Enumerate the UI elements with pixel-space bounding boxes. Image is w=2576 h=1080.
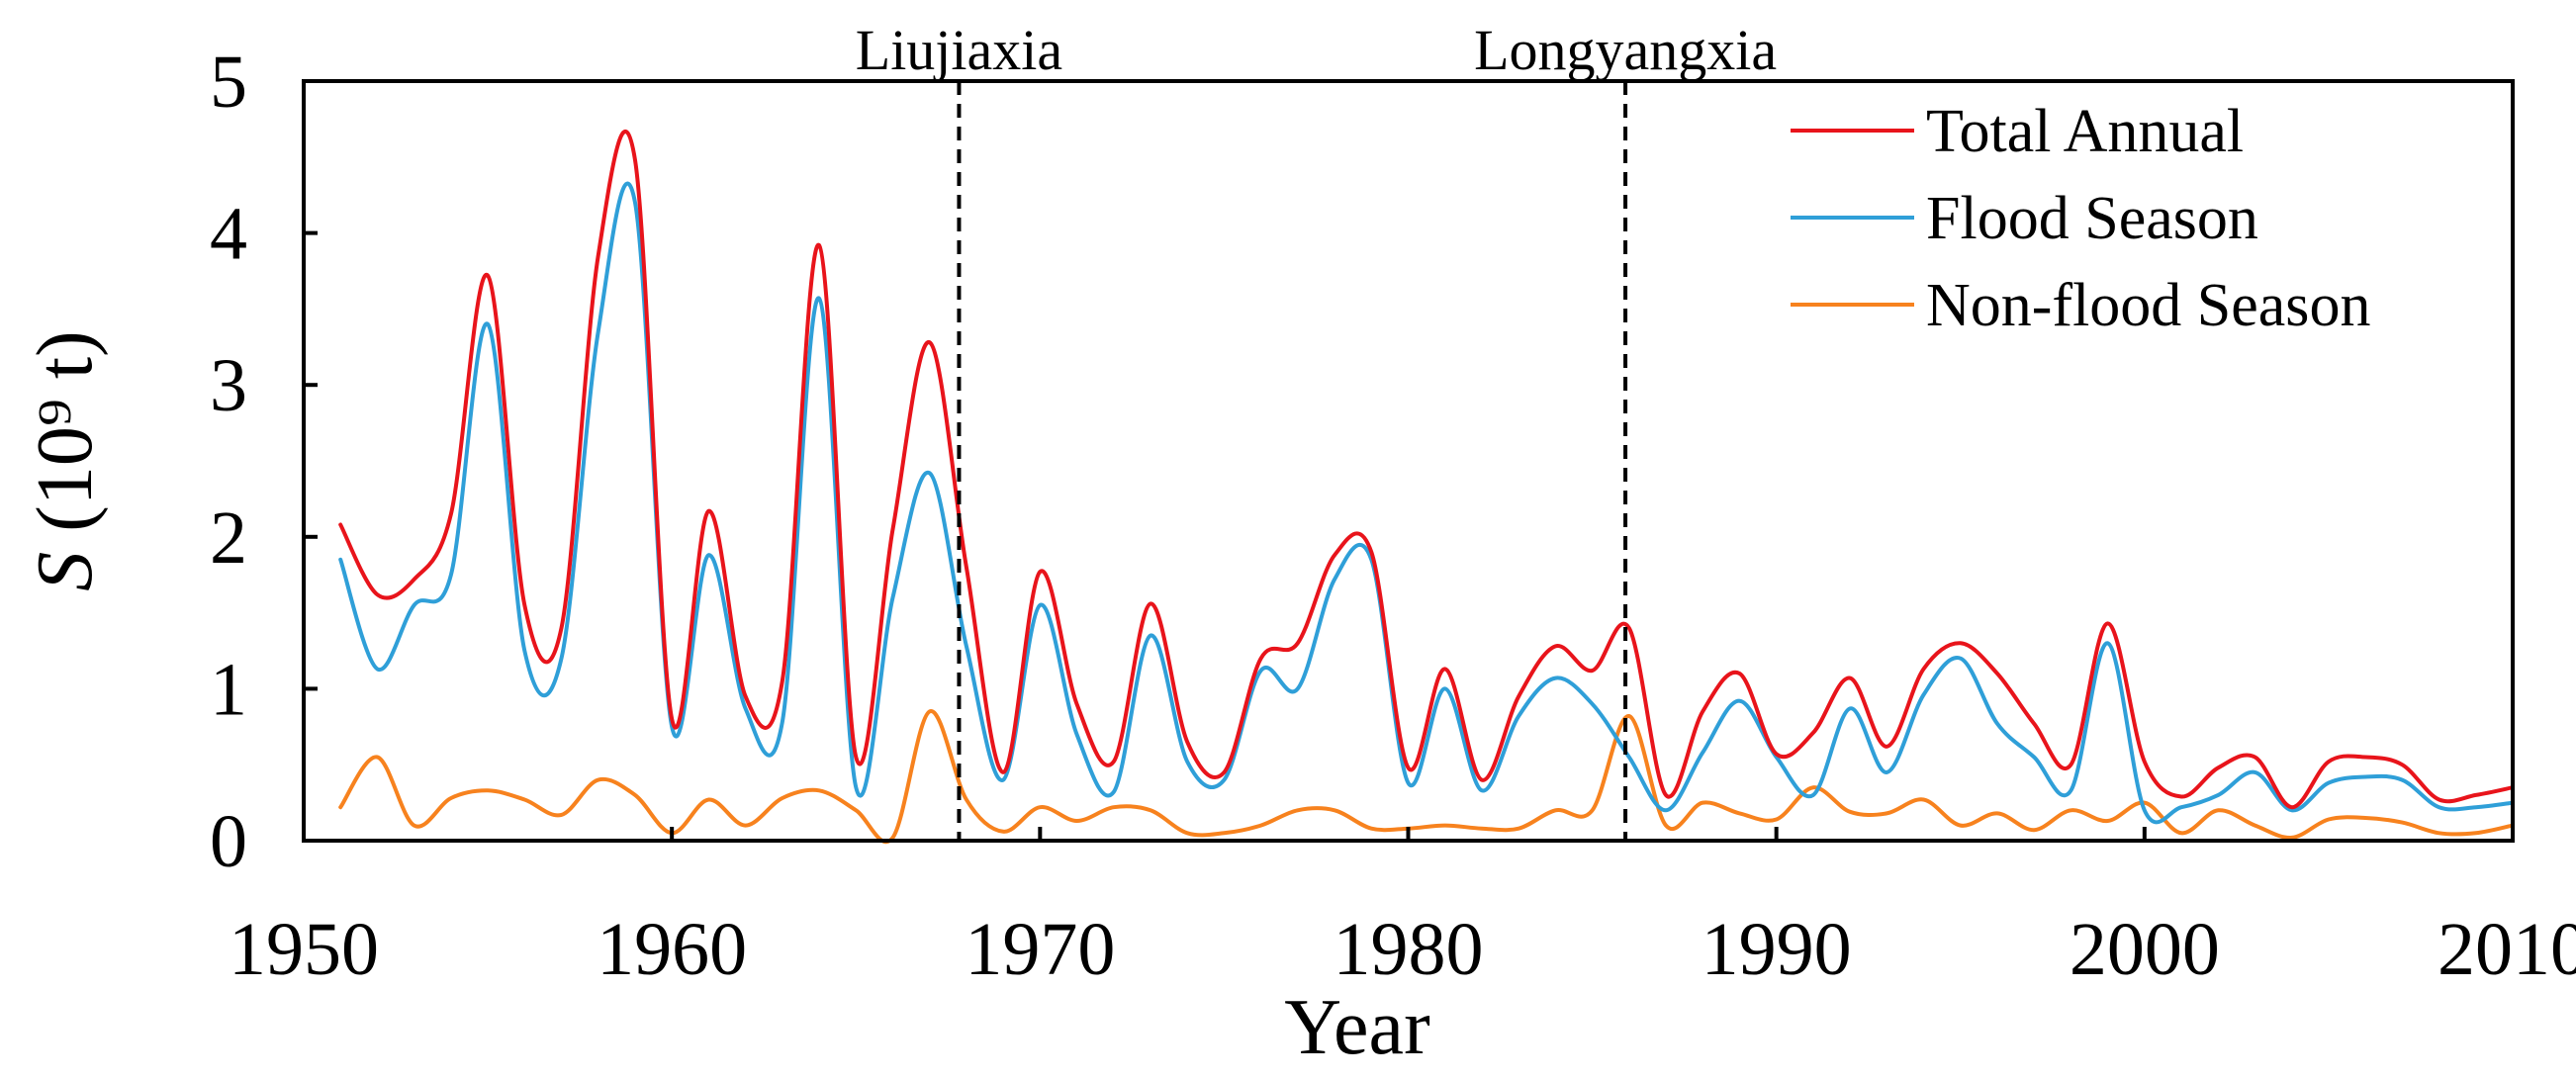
y-tick-label: 3 <box>210 344 247 427</box>
x-tick-label: 1980 <box>1334 908 1484 991</box>
x-tick-label: 1990 <box>1702 908 1852 991</box>
y-tick-label: 0 <box>210 800 247 883</box>
plot-lines <box>338 129 2515 845</box>
x-tick-label: 1950 <box>229 908 379 991</box>
legend-label-non-flood-season: Non-flood Season <box>1926 272 2370 339</box>
event-label-longyangxia: Longyangxia <box>1474 18 1777 82</box>
y-axis-title-symbol: S <box>22 552 109 591</box>
x-tick-label: 1970 <box>965 908 1115 991</box>
x-tick-label: 1960 <box>597 908 747 991</box>
legend-label-total-annual: Total Annual <box>1926 98 2244 165</box>
y-axis-title: S (10⁹ t) <box>22 330 109 590</box>
annotations: Liujiaxia Longyangxia <box>856 18 1777 82</box>
x-tick-label: 2000 <box>2070 908 2220 991</box>
y-tick-label: 4 <box>210 193 247 276</box>
series-line-total-annual <box>338 129 2515 810</box>
y-tick-label: 5 <box>210 41 247 124</box>
x-tick-label: 2010 <box>2438 908 2576 991</box>
x-axis-title: Year <box>1284 984 1429 1071</box>
series-line-flood-season <box>338 181 2515 825</box>
legend-label-flood-season: Flood Season <box>1926 185 2258 252</box>
x-ticks: 1950 1960 1970 1980 1990 2000 2010 <box>229 827 2576 991</box>
legend: Total Annual Flood Season Non-flood Season <box>1791 98 2370 339</box>
y-axis-title-unit: (10⁹ t) <box>22 330 109 551</box>
y-ticks: 0 1 2 3 4 5 <box>210 41 318 883</box>
y-tick-label: 1 <box>210 648 247 731</box>
y-tick-label: 2 <box>210 496 247 580</box>
event-label-liujiaxia: Liujiaxia <box>856 18 1062 82</box>
event-lines <box>957 81 1628 841</box>
